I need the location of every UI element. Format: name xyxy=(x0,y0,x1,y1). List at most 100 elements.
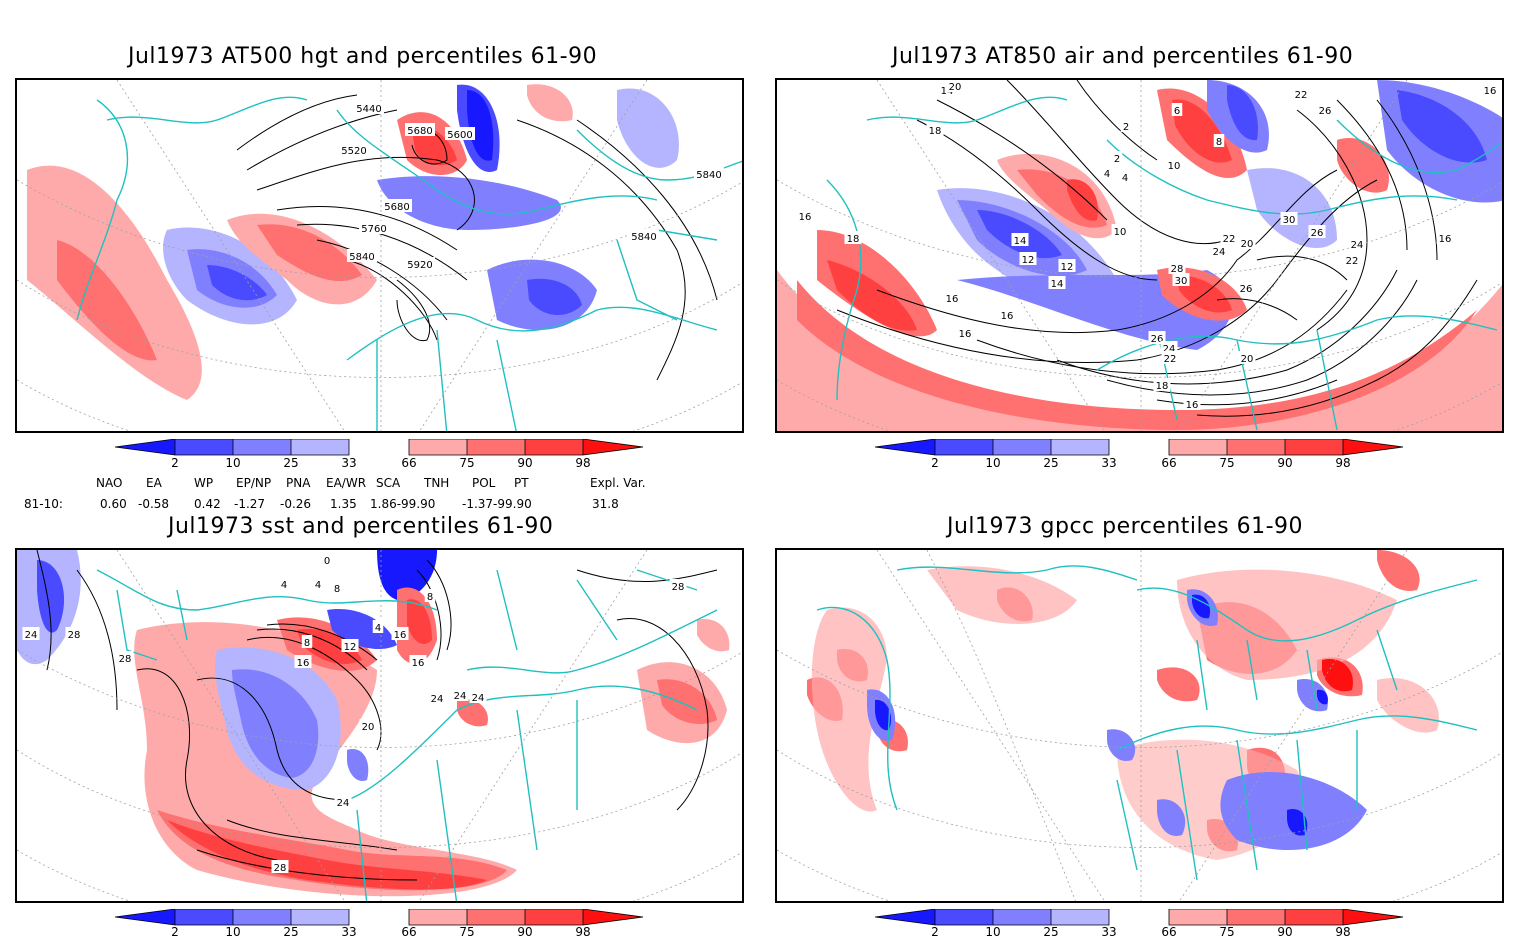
contour-label: 2 xyxy=(1111,151,1123,165)
svg-text:4: 4 xyxy=(281,580,287,591)
value-ea-wr: 1.35 xyxy=(330,497,357,511)
svg-text:10: 10 xyxy=(1168,161,1181,172)
colorbar-tick: 98 xyxy=(575,925,591,939)
svg-text:24: 24 xyxy=(454,691,467,702)
contour-label: 24 xyxy=(1348,237,1366,251)
svg-text:8: 8 xyxy=(334,584,340,595)
panel-title-sst: Jul1973 sst and percentiles 61-90 xyxy=(168,514,554,539)
contour-label: 5680 xyxy=(405,123,435,137)
svg-text:18: 18 xyxy=(1156,381,1169,392)
colorbar-tick: 33 xyxy=(1101,925,1117,939)
contour-label: 26 xyxy=(1237,281,1255,295)
contour-label: 30 xyxy=(1280,212,1298,226)
contour-label: 5840 xyxy=(629,229,659,243)
colorbar-tick: 2 xyxy=(171,925,179,939)
svg-text:5680: 5680 xyxy=(384,202,409,213)
value-expl-var: 31.8 xyxy=(592,497,619,511)
map-at850: 1420181618161614121214161042246108222616… xyxy=(775,78,1504,433)
contour-label: 16 xyxy=(294,655,312,669)
contour-label: 16 xyxy=(1436,231,1454,245)
contour-label: 20 xyxy=(946,80,964,93)
map-canvas-sst: 28 24 28 0 4 4 8 8 4 8 12 16 16 16 20 24 24 24 24 28 28 xyxy=(17,550,742,901)
colorbar-tick: 90 xyxy=(517,456,533,470)
contour-label: 20 xyxy=(359,719,377,733)
svg-text:4: 4 xyxy=(1104,169,1110,180)
svg-text:5440: 5440 xyxy=(356,104,381,115)
contour-label: 16 xyxy=(391,627,409,641)
colorbar-tick: 90 xyxy=(517,925,533,939)
svg-text:26: 26 xyxy=(1319,106,1332,117)
svg-text:12: 12 xyxy=(1061,262,1074,273)
colorbar-tick: 66 xyxy=(1161,925,1177,939)
svg-text:20: 20 xyxy=(949,82,962,93)
colorbar-tick: 25 xyxy=(283,456,299,470)
value-ep-np: -1.27 xyxy=(234,497,266,511)
contour-label: 12 xyxy=(1058,259,1076,273)
value-pna: -0.26 xyxy=(280,497,312,511)
svg-text:26: 26 xyxy=(1151,334,1164,345)
contour-label: 5440 xyxy=(354,101,384,115)
svg-text:16: 16 xyxy=(1186,400,1199,411)
contour-label: 4 xyxy=(278,577,290,591)
header-wp: WP xyxy=(194,476,214,490)
svg-text:8: 8 xyxy=(1216,137,1222,148)
svg-text:24: 24 xyxy=(472,693,485,704)
contour-label: 28 xyxy=(116,651,134,665)
contour-label: 20 xyxy=(1238,351,1256,365)
contour-label: 16 xyxy=(943,291,961,305)
svg-text:4: 4 xyxy=(315,580,321,591)
contour-label: 26 xyxy=(1148,331,1166,345)
contour-label: 28 xyxy=(1168,261,1186,275)
contour-label: 5840 xyxy=(347,249,377,263)
svg-text:24: 24 xyxy=(25,630,38,641)
svg-text:8: 8 xyxy=(304,638,310,649)
colorbar-tick: 10 xyxy=(985,925,1001,939)
svg-text:5840: 5840 xyxy=(349,252,374,263)
contour-label: 22 xyxy=(1292,87,1310,101)
colorbar-ticks-at850: 2 10 25 33 66 75 90 98 xyxy=(875,456,1405,472)
contour-label: 26 xyxy=(1316,103,1334,117)
colorbar-tick: 33 xyxy=(341,456,357,470)
colorbar-tick: 2 xyxy=(931,456,939,470)
svg-text:30: 30 xyxy=(1283,215,1296,226)
contour-label: 22 xyxy=(1161,351,1179,365)
svg-text:24: 24 xyxy=(431,694,444,705)
header-pt: PT xyxy=(514,476,529,490)
map-canvas-at500: 5440 5680 5600 5520 5680 5760 5840 5920 5840 5840 xyxy=(17,80,742,431)
svg-text:22: 22 xyxy=(1295,90,1308,101)
svg-text:16: 16 xyxy=(946,294,959,305)
map-sst: 28 24 28 0 4 4 8 8 4 8 12 16 16 16 20 24 24 24 24 28 28 xyxy=(15,548,744,903)
contour-label: 4 xyxy=(372,620,384,634)
value-ea: -0.58 xyxy=(138,497,170,511)
svg-text:16: 16 xyxy=(1001,311,1014,322)
colorbar-tick: 25 xyxy=(1043,925,1059,939)
contour-label: 16 xyxy=(796,209,814,223)
colorbar-ticks-at500: 2 10 25 33 66 75 90 98 xyxy=(115,456,645,472)
colorbar-tick: 66 xyxy=(401,925,417,939)
contour-label: 28 xyxy=(669,579,687,593)
colorbar-tick: 75 xyxy=(1219,925,1235,939)
value-wp: 0.42 xyxy=(194,497,221,511)
contour-label: 24 xyxy=(1210,244,1228,258)
svg-text:26: 26 xyxy=(1240,284,1253,295)
contour-label: 0 xyxy=(321,553,333,567)
colorbar-tick: 75 xyxy=(459,456,475,470)
contour-label: 16 xyxy=(409,655,427,669)
header-pna: PNA xyxy=(286,476,311,490)
colorbar-tick: 10 xyxy=(985,456,1001,470)
svg-text:5520: 5520 xyxy=(341,146,366,157)
svg-text:20: 20 xyxy=(1241,354,1254,365)
contour-label: 5520 xyxy=(339,143,369,157)
contour-label: 24 xyxy=(1160,341,1178,355)
svg-text:24: 24 xyxy=(1213,247,1226,258)
header-sca: SCA xyxy=(376,476,401,490)
contour-label: 5920 xyxy=(405,257,435,271)
contour-label: 16 xyxy=(998,308,1016,322)
contour-label: 2 xyxy=(1120,119,1132,133)
teleconnection-values: 81-10: 0.60 -0.58 0.42 -1.27 -0.26 1.35 … xyxy=(0,497,760,513)
svg-text:16: 16 xyxy=(1484,86,1497,97)
svg-text:0: 0 xyxy=(324,556,330,567)
contour-label: 24 xyxy=(451,688,469,702)
svg-text:4: 4 xyxy=(1122,173,1128,184)
contour-label: 8 xyxy=(301,635,313,649)
